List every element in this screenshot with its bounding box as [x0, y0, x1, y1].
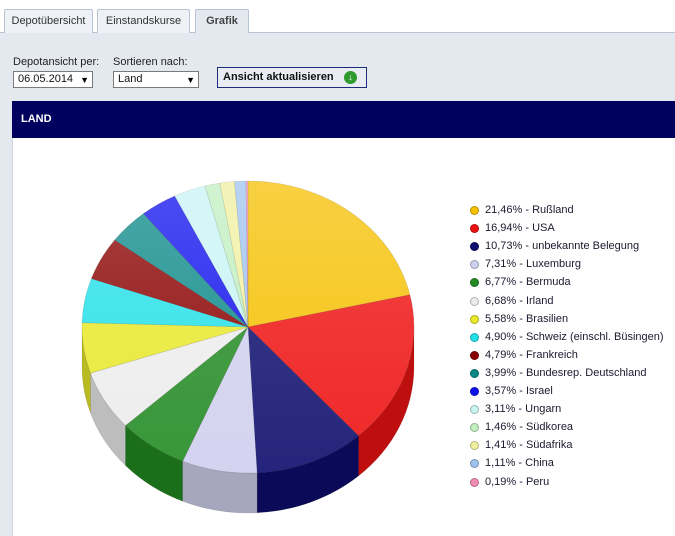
depot-date-select[interactable]: 06.05.2014 ▼ [13, 71, 93, 88]
tab-bar: Depotübersicht Einstandskurse Grafik [0, 0, 675, 34]
legend-label: 3,11% - Ungarn [485, 403, 562, 416]
refresh-view-button[interactable]: Ansicht aktualisieren ↓ [217, 67, 367, 88]
legend-swatch [470, 296, 479, 306]
pie-side-walls [81, 326, 415, 514]
dropdown-arrow-icon: ▼ [80, 75, 89, 85]
pie-gloss [82, 181, 414, 473]
legend-swatch [470, 368, 479, 378]
legend-swatch [470, 224, 479, 234]
legend-swatch [470, 260, 479, 270]
sort-label: Sortieren nach: [113, 56, 188, 68]
legend-label: 1,41% - Südafrika [485, 439, 573, 452]
legend-swatch [470, 477, 479, 487]
arrow-down-circle-icon: ↓ [344, 71, 357, 84]
legend-label: 4,90% - Schweiz (einschl. Büsingen) [485, 330, 664, 343]
legend-swatch [470, 405, 479, 415]
legend-swatch [470, 423, 479, 433]
refresh-view-label: Ansicht aktualisieren [223, 71, 334, 83]
tab-depotuebersicht[interactable]: Depotübersicht [4, 9, 93, 33]
legend-swatch [470, 350, 479, 360]
legend-swatch [470, 332, 479, 342]
dropdown-arrow-icon: ▼ [186, 75, 195, 85]
legend-label: 5,58% - Brasilien [485, 312, 569, 325]
legend-label: 3,99% - Bundesrep. Deutschland [485, 366, 647, 379]
legend-swatch [470, 441, 479, 451]
legend-swatch [470, 278, 479, 288]
depot-date-label: Depotansicht per: [13, 56, 100, 68]
legend-label: 7,31% - Luxemburg [485, 258, 581, 271]
legend-label: 6,68% - Irland [485, 294, 554, 307]
tab-grafik[interactable]: Grafik [195, 9, 249, 34]
depot-date-value: 06.05.2014 [18, 73, 74, 85]
legend-label: 6,77% - Bermuda [485, 276, 571, 289]
legend-label: 4,79% - Frankreich [485, 348, 578, 361]
sort-select[interactable]: Land ▼ [113, 71, 199, 88]
legend-label: 21,46% - Rußland [485, 204, 574, 216]
legend-swatch [470, 387, 479, 396]
legend-label: 3,57% - Israel [485, 385, 553, 397]
section-header: LAND [12, 101, 675, 138]
legend-label: 10,73% - unbekannte Belegung [485, 240, 640, 253]
legend-swatch [470, 459, 479, 469]
legend-label: 1,11% - China [485, 457, 554, 470]
legend-label: 1,46% - Südkorea [485, 421, 574, 434]
legend-swatch [470, 206, 479, 215]
sort-value: Land [118, 73, 143, 85]
legend-label: 0,19% - Peru [485, 475, 550, 488]
legend-label: 16,94% - USA [485, 222, 555, 235]
tab-einstandskurse[interactable]: Einstandskurse [97, 9, 190, 33]
legend-swatch [470, 314, 479, 324]
legend-swatch [470, 242, 479, 252]
